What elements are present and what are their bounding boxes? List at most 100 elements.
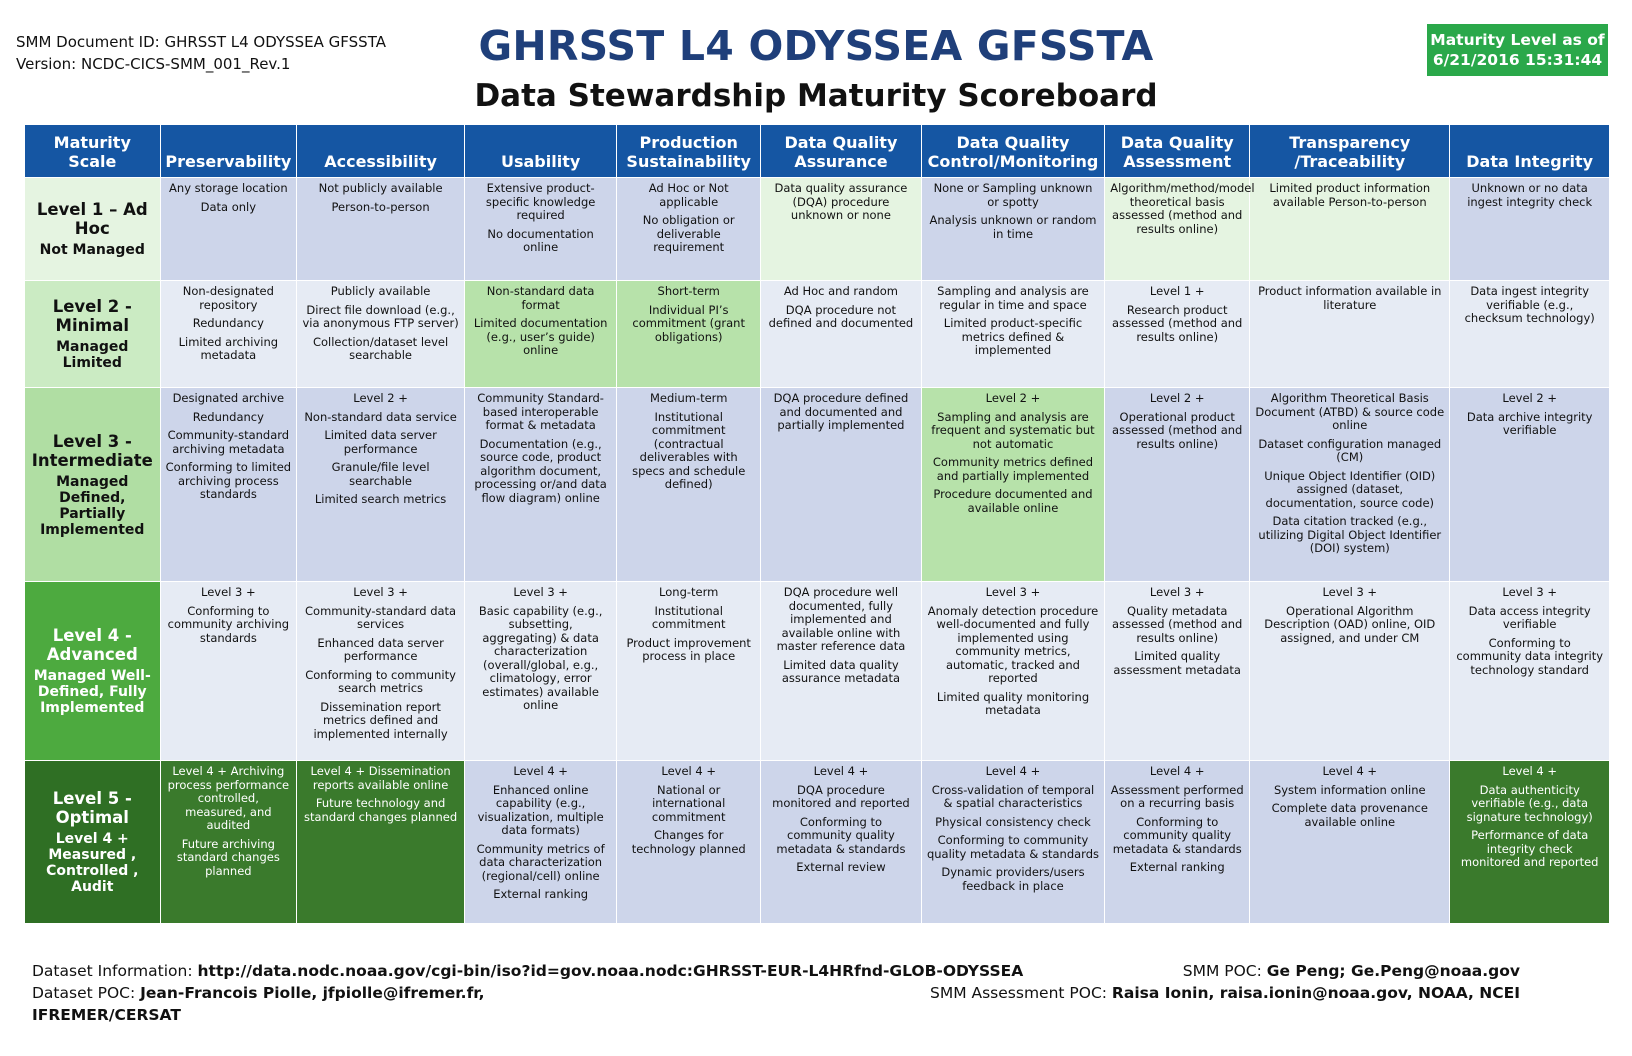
document-version: Version: NCDC-CICS-SMM_001_Rev.1 xyxy=(16,55,291,73)
level-description: Not Managed xyxy=(39,242,145,258)
criteria-item: Conforming to community quality metadata… xyxy=(1112,814,1242,856)
criteria-item: Redundancy xyxy=(192,316,264,330)
smm-poc-line: SMM POC: Ge Peng; Ge.Peng@noaa.gov xyxy=(930,960,1520,982)
criteria-cell: DQA procedure well documented, fully imp… xyxy=(760,581,922,761)
criteria-cell: Level 3 + Anomaly detection procedure wel… xyxy=(920,581,1106,761)
criteria-item: Algorithm Theoretical Basis Document (AT… xyxy=(1255,391,1445,432)
criteria-item: Basic capability (e.g., subsetting, aggr… xyxy=(478,603,603,712)
criteria-item: Institutional commitment (contractual de… xyxy=(632,409,746,491)
criteria-item: National or international commitment xyxy=(651,782,726,824)
criteria-cell: Level 4 + Cross-validation of temporal & … xyxy=(920,760,1106,924)
level-name: Level 1 – Ad Hoc xyxy=(36,200,148,238)
criteria-cell: Level 3 + Conforming to community archivi… xyxy=(159,581,298,761)
criteria-item: Direct file download (e.g., via anonymou… xyxy=(302,302,459,330)
page-title: GHRSST L4 ODYSSEA GFSSTA xyxy=(478,22,1154,70)
criteria-cell: Unknown or no data ingest integrity chec… xyxy=(1449,177,1610,281)
scoreboard-table: Maturity Scale Preservability Accessibilit… xyxy=(24,124,1610,924)
footer-right: SMM POC: Ge Peng; Ge.Peng@noaa.gov SMM A… xyxy=(930,960,1520,1004)
criteria-cell: Level 4 + System information online Comple… xyxy=(1249,760,1451,924)
column-header: Data Quality Control/Monitoring xyxy=(920,124,1106,178)
criteria-item: Level 4 + xyxy=(1322,764,1378,778)
criteria-item: None or Sampling unknown or spotty xyxy=(933,181,1093,209)
criteria-item: Medium-term xyxy=(649,391,728,405)
assessment-poc-line: SMM Assessment POC: Raisa Ionin, raisa.i… xyxy=(930,982,1520,1004)
criteria-item: Data authenticity verifiable (e.g., data… xyxy=(1466,782,1593,824)
dataset-poc-value: Jean-Francois Piolle, jfpiolle@ifremer.f… xyxy=(140,984,485,1002)
criteria-cell: Level 3 + Quality metadata assessed (meth… xyxy=(1104,581,1251,761)
criteria-cell: Level 4 + Dissemination reports availabl… xyxy=(296,760,466,924)
criteria-item: Limited data quality assurance metadata xyxy=(781,657,901,685)
criteria-item: Assessment performed on a recurring basi… xyxy=(1110,782,1244,810)
page-subtitle: Data Stewardship Maturity Scoreboard xyxy=(474,78,1158,114)
criteria-item: Ad Hoc and random xyxy=(783,284,899,298)
criteria-cell: Data quality assurance (DQA) procedure u… xyxy=(760,177,922,281)
criteria-item: Analysis unknown or random in time xyxy=(929,213,1097,241)
criteria-cell: Limited product information available Pe… xyxy=(1249,177,1451,281)
criteria-item: Unknown or no data ingest integrity chec… xyxy=(1467,181,1593,209)
criteria-cell: Community Standard-based interoperable f… xyxy=(464,387,618,582)
criteria-item: Enhanced data server performance xyxy=(317,635,444,663)
criteria-item: Unique Object Identifier (OID) assigned … xyxy=(1264,468,1436,510)
criteria-item: Enhanced online capability (e.g., visual… xyxy=(477,782,604,837)
criteria-item: System information online xyxy=(1273,782,1426,797)
criteria-item: DQA procedure well documented, fully imp… xyxy=(776,585,906,653)
criteria-item: Level 3 + xyxy=(353,585,408,599)
criteria-item: Research product assessed (method and re… xyxy=(1112,302,1243,344)
criteria-item: Sampling and analysis are regular in tim… xyxy=(937,284,1089,312)
criteria-item: Ad Hoc or Not applicable xyxy=(648,181,729,209)
level-cell: Level 3 - Intermediate Managed Defined, P… xyxy=(24,387,161,582)
column-header: Data Quality Assurance xyxy=(760,124,922,178)
criteria-item: Limited documentation (e.g., user’s guid… xyxy=(473,316,608,357)
criteria-item: Documentation (e.g., source code, produc… xyxy=(474,436,607,505)
criteria-cell: Medium-term Institutional commitment (con… xyxy=(616,387,762,582)
criteria-cell: Not publicly available Person-to-person xyxy=(296,177,466,281)
criteria-cell: Level 4 + National or international commi… xyxy=(616,760,762,924)
criteria-item: Level 3 + xyxy=(513,585,568,599)
criteria-item: Algorithm/method/model theoretical basis… xyxy=(1110,181,1255,236)
criteria-cell: Long-term Institutional commitment Product… xyxy=(616,581,762,761)
level-description: Managed Defined, Partially Implemented xyxy=(40,473,145,538)
column-header: Accessibility xyxy=(296,124,466,178)
dataset-info-label: Dataset Information: xyxy=(32,962,198,980)
level-description: Managed Well-Defined, Fully Implemented xyxy=(33,668,151,716)
criteria-item: DQA procedure monitored and reported xyxy=(772,782,910,810)
maturity-level-row: Level 3 - Intermediate Managed Defined, P… xyxy=(24,387,1610,582)
criteria-cell: None or Sampling unknown or spotty Analys… xyxy=(920,177,1106,281)
criteria-item: Cross-validation of temporal & spatial c… xyxy=(931,782,1095,810)
criteria-cell: Level 3 + Operational Algorithm Descripti… xyxy=(1249,581,1451,761)
criteria-item: Level 3 + xyxy=(1502,585,1557,599)
criteria-cell: Non-standard data format Limited document… xyxy=(464,280,618,388)
criteria-item: Person-to-person xyxy=(331,199,430,214)
level-name: Level 3 - Intermediate xyxy=(31,431,153,470)
dataset-info-link[interactable]: http://data.nodc.noaa.gov/cgi-bin/iso?id… xyxy=(197,962,1024,980)
criteria-cell: Sampling and analysis are regular in tim… xyxy=(920,280,1106,388)
criteria-cell: Level 2 + Non-standard data service Limite… xyxy=(296,387,466,582)
criteria-item: Limited quality assessment metadata xyxy=(1113,649,1241,677)
column-header: Data Integrity xyxy=(1449,124,1610,178)
criteria-item: Product improvement process in place xyxy=(626,635,751,663)
criteria-item: Community Standard-based interoperable f… xyxy=(477,391,604,432)
criteria-item: Long-term xyxy=(659,585,719,599)
level-name: Level 5 - Optimal xyxy=(52,789,132,827)
header-row: Maturity Scale Preservability Accessibilit… xyxy=(24,124,1610,178)
column-header: Transparency /Traceability xyxy=(1249,124,1451,178)
criteria-cell: Level 4 + Archiving process performance … xyxy=(159,760,298,924)
criteria-item: Level 4 + xyxy=(813,764,869,778)
criteria-item: Granule/file level searchable xyxy=(331,460,430,488)
criteria-item: Level 2 + xyxy=(353,391,408,405)
assessment-poc-label: SMM Assessment POC: xyxy=(929,984,1112,1002)
criteria-cell: Ad Hoc or Not applicable No obligation or… xyxy=(616,177,762,281)
criteria-cell: Ad Hoc and random DQA procedure not defin… xyxy=(760,280,922,388)
criteria-item: Data only xyxy=(200,199,257,214)
criteria-cell: Level 3 + Basic capability (e.g., subsett… xyxy=(464,581,618,761)
maturity-label: Maturity Level as of xyxy=(1430,31,1605,49)
criteria-item: Level 3 + xyxy=(985,585,1041,599)
criteria-item: Level 3 + xyxy=(1322,585,1378,599)
criteria-item: Physical consistency check xyxy=(935,814,1091,829)
criteria-item: Future archiving standard changes planne… xyxy=(176,836,280,878)
maturity-date: 6/21/2016 15:31:44 xyxy=(1432,51,1603,69)
column-header: Preservability xyxy=(159,124,298,178)
criteria-item: Any storage location xyxy=(169,181,288,195)
criteria-item: Non-standard data service xyxy=(304,409,457,424)
criteria-item: Data archive integrity verifiable xyxy=(1466,409,1593,437)
